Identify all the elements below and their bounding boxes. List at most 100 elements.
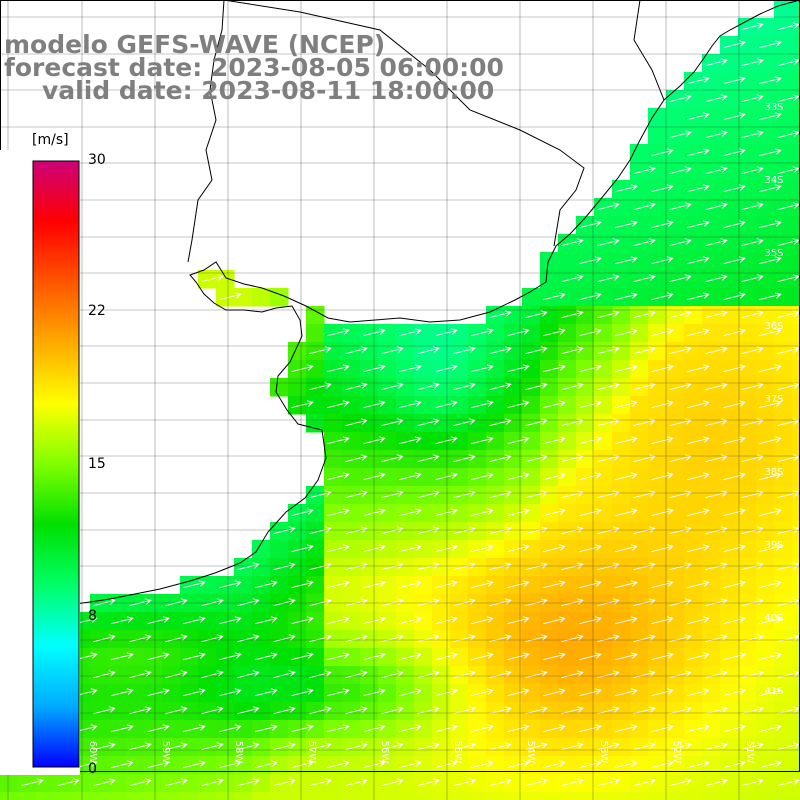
wind-arrow bbox=[705, 310, 728, 319]
wind-speed-cell bbox=[324, 576, 343, 595]
wind-arrow bbox=[525, 742, 548, 751]
wind-speed-cell bbox=[720, 450, 739, 469]
lon-label-51w: 51W bbox=[744, 741, 755, 764]
wind-speed-cell bbox=[414, 378, 433, 397]
wind-speed-cell bbox=[108, 666, 127, 685]
wind-arrow bbox=[579, 256, 602, 265]
wind-speed-cell bbox=[342, 360, 361, 379]
wind-arrow bbox=[687, 760, 710, 769]
wind-speed-cell bbox=[738, 738, 757, 757]
wind-speed-cell bbox=[54, 792, 73, 800]
wind-speed-cell bbox=[702, 558, 721, 577]
wind-arrow bbox=[669, 310, 692, 319]
wind-arrow bbox=[651, 580, 674, 589]
wind-speed-cell bbox=[540, 522, 559, 541]
wind-speed-cell bbox=[648, 468, 667, 487]
wind-speed-cell bbox=[648, 162, 667, 181]
wind-arrow bbox=[507, 472, 530, 481]
wind-speed-cell bbox=[324, 468, 343, 487]
wind-speed-cell bbox=[684, 396, 703, 415]
wind-arrow bbox=[309, 670, 332, 679]
wind-speed-cell bbox=[486, 576, 505, 595]
wind-speed-cell bbox=[720, 252, 739, 271]
colorbar-tick-22: 22 bbox=[88, 303, 106, 319]
wind-speed-cell bbox=[306, 774, 325, 793]
wind-speed-cell bbox=[630, 504, 649, 523]
wind-speed-cell bbox=[90, 666, 109, 685]
wind-speed-cell bbox=[774, 180, 793, 199]
wind-speed-cell bbox=[774, 504, 793, 523]
wind-speed-cell bbox=[72, 774, 91, 793]
wind-speed-cell bbox=[432, 486, 451, 505]
wind-speed-cell bbox=[720, 432, 739, 451]
wind-speed-cell bbox=[720, 702, 739, 721]
lon-label-58w: 58W bbox=[233, 741, 244, 764]
wind-speed-cell bbox=[720, 396, 739, 415]
wind-speed-cell bbox=[342, 522, 361, 541]
wind-speed-cell bbox=[432, 342, 451, 361]
wind-speed-cell bbox=[468, 432, 487, 451]
wind-arrow bbox=[777, 310, 800, 319]
wind-speed-cell bbox=[630, 576, 649, 595]
wind-speed-cell bbox=[324, 378, 343, 397]
wind-speed-cell bbox=[792, 72, 800, 91]
wind-speed-cell bbox=[756, 630, 775, 649]
wind-speed-cell bbox=[576, 792, 595, 800]
wind-speed-cell bbox=[684, 216, 703, 235]
wind-speed-cell bbox=[576, 612, 595, 631]
valid-date: valid date: 2023-08-11 18:00:00 bbox=[42, 76, 495, 105]
wind-speed-cell bbox=[108, 702, 127, 721]
wind-speed-cell bbox=[684, 144, 703, 163]
wind-speed-cell bbox=[576, 522, 595, 541]
wind-arrow bbox=[399, 616, 422, 625]
wind-speed-cell bbox=[522, 684, 541, 703]
wind-arrow bbox=[723, 616, 746, 625]
wind-speed-cell bbox=[720, 648, 739, 667]
wind-speed-cell bbox=[540, 252, 559, 271]
wind-speed-cell bbox=[666, 450, 685, 469]
wind-speed-cell bbox=[18, 792, 37, 800]
wind-speed-cell bbox=[720, 774, 739, 793]
wind-arrow bbox=[687, 148, 710, 157]
wind-speed-cell bbox=[342, 450, 361, 469]
wind-speed-cell bbox=[522, 324, 541, 343]
wind-arrow bbox=[777, 58, 800, 67]
wind-arrow bbox=[579, 652, 602, 661]
wind-speed-cell bbox=[324, 540, 343, 559]
wind-speed-cell bbox=[594, 774, 613, 793]
wind-speed-cell bbox=[738, 684, 757, 703]
wind-speed-cell bbox=[720, 540, 739, 559]
wind-speed-cell bbox=[540, 612, 559, 631]
wind-arrow bbox=[291, 364, 314, 373]
wind-arrow bbox=[687, 112, 710, 121]
wind-speed-cell bbox=[414, 342, 433, 361]
wind-speed-cell bbox=[396, 666, 415, 685]
wind-speed-cell bbox=[126, 612, 145, 631]
wind-arrow bbox=[129, 670, 152, 679]
wind-arrow bbox=[723, 148, 746, 157]
wind-arrow bbox=[687, 472, 710, 481]
wind-speed-cell bbox=[558, 684, 577, 703]
wind-speed-cell bbox=[702, 756, 721, 775]
wind-speed-cell bbox=[702, 252, 721, 271]
wind-arrow bbox=[741, 346, 764, 355]
wind-speed-cell bbox=[702, 234, 721, 253]
wind-speed-cell bbox=[558, 288, 577, 307]
wind-arrow bbox=[327, 724, 350, 733]
wind-speed-cell bbox=[738, 162, 757, 181]
wind-arrow bbox=[345, 526, 368, 535]
wind-arrow bbox=[183, 724, 206, 733]
wind-speed-cell bbox=[738, 270, 757, 289]
wind-speed-cell bbox=[774, 234, 793, 253]
wind-arrow bbox=[345, 346, 368, 355]
wind-speed-cell bbox=[342, 666, 361, 685]
wind-speed-cell bbox=[756, 324, 775, 343]
wind-arrow bbox=[255, 616, 278, 625]
wind-arrow bbox=[579, 400, 602, 409]
wind-speed-cell bbox=[648, 144, 667, 163]
wind-arrow bbox=[777, 238, 800, 247]
wind-arrow bbox=[381, 562, 404, 571]
wind-arrow bbox=[201, 742, 224, 751]
wind-arrow bbox=[399, 364, 422, 373]
wind-arrow bbox=[741, 166, 764, 175]
